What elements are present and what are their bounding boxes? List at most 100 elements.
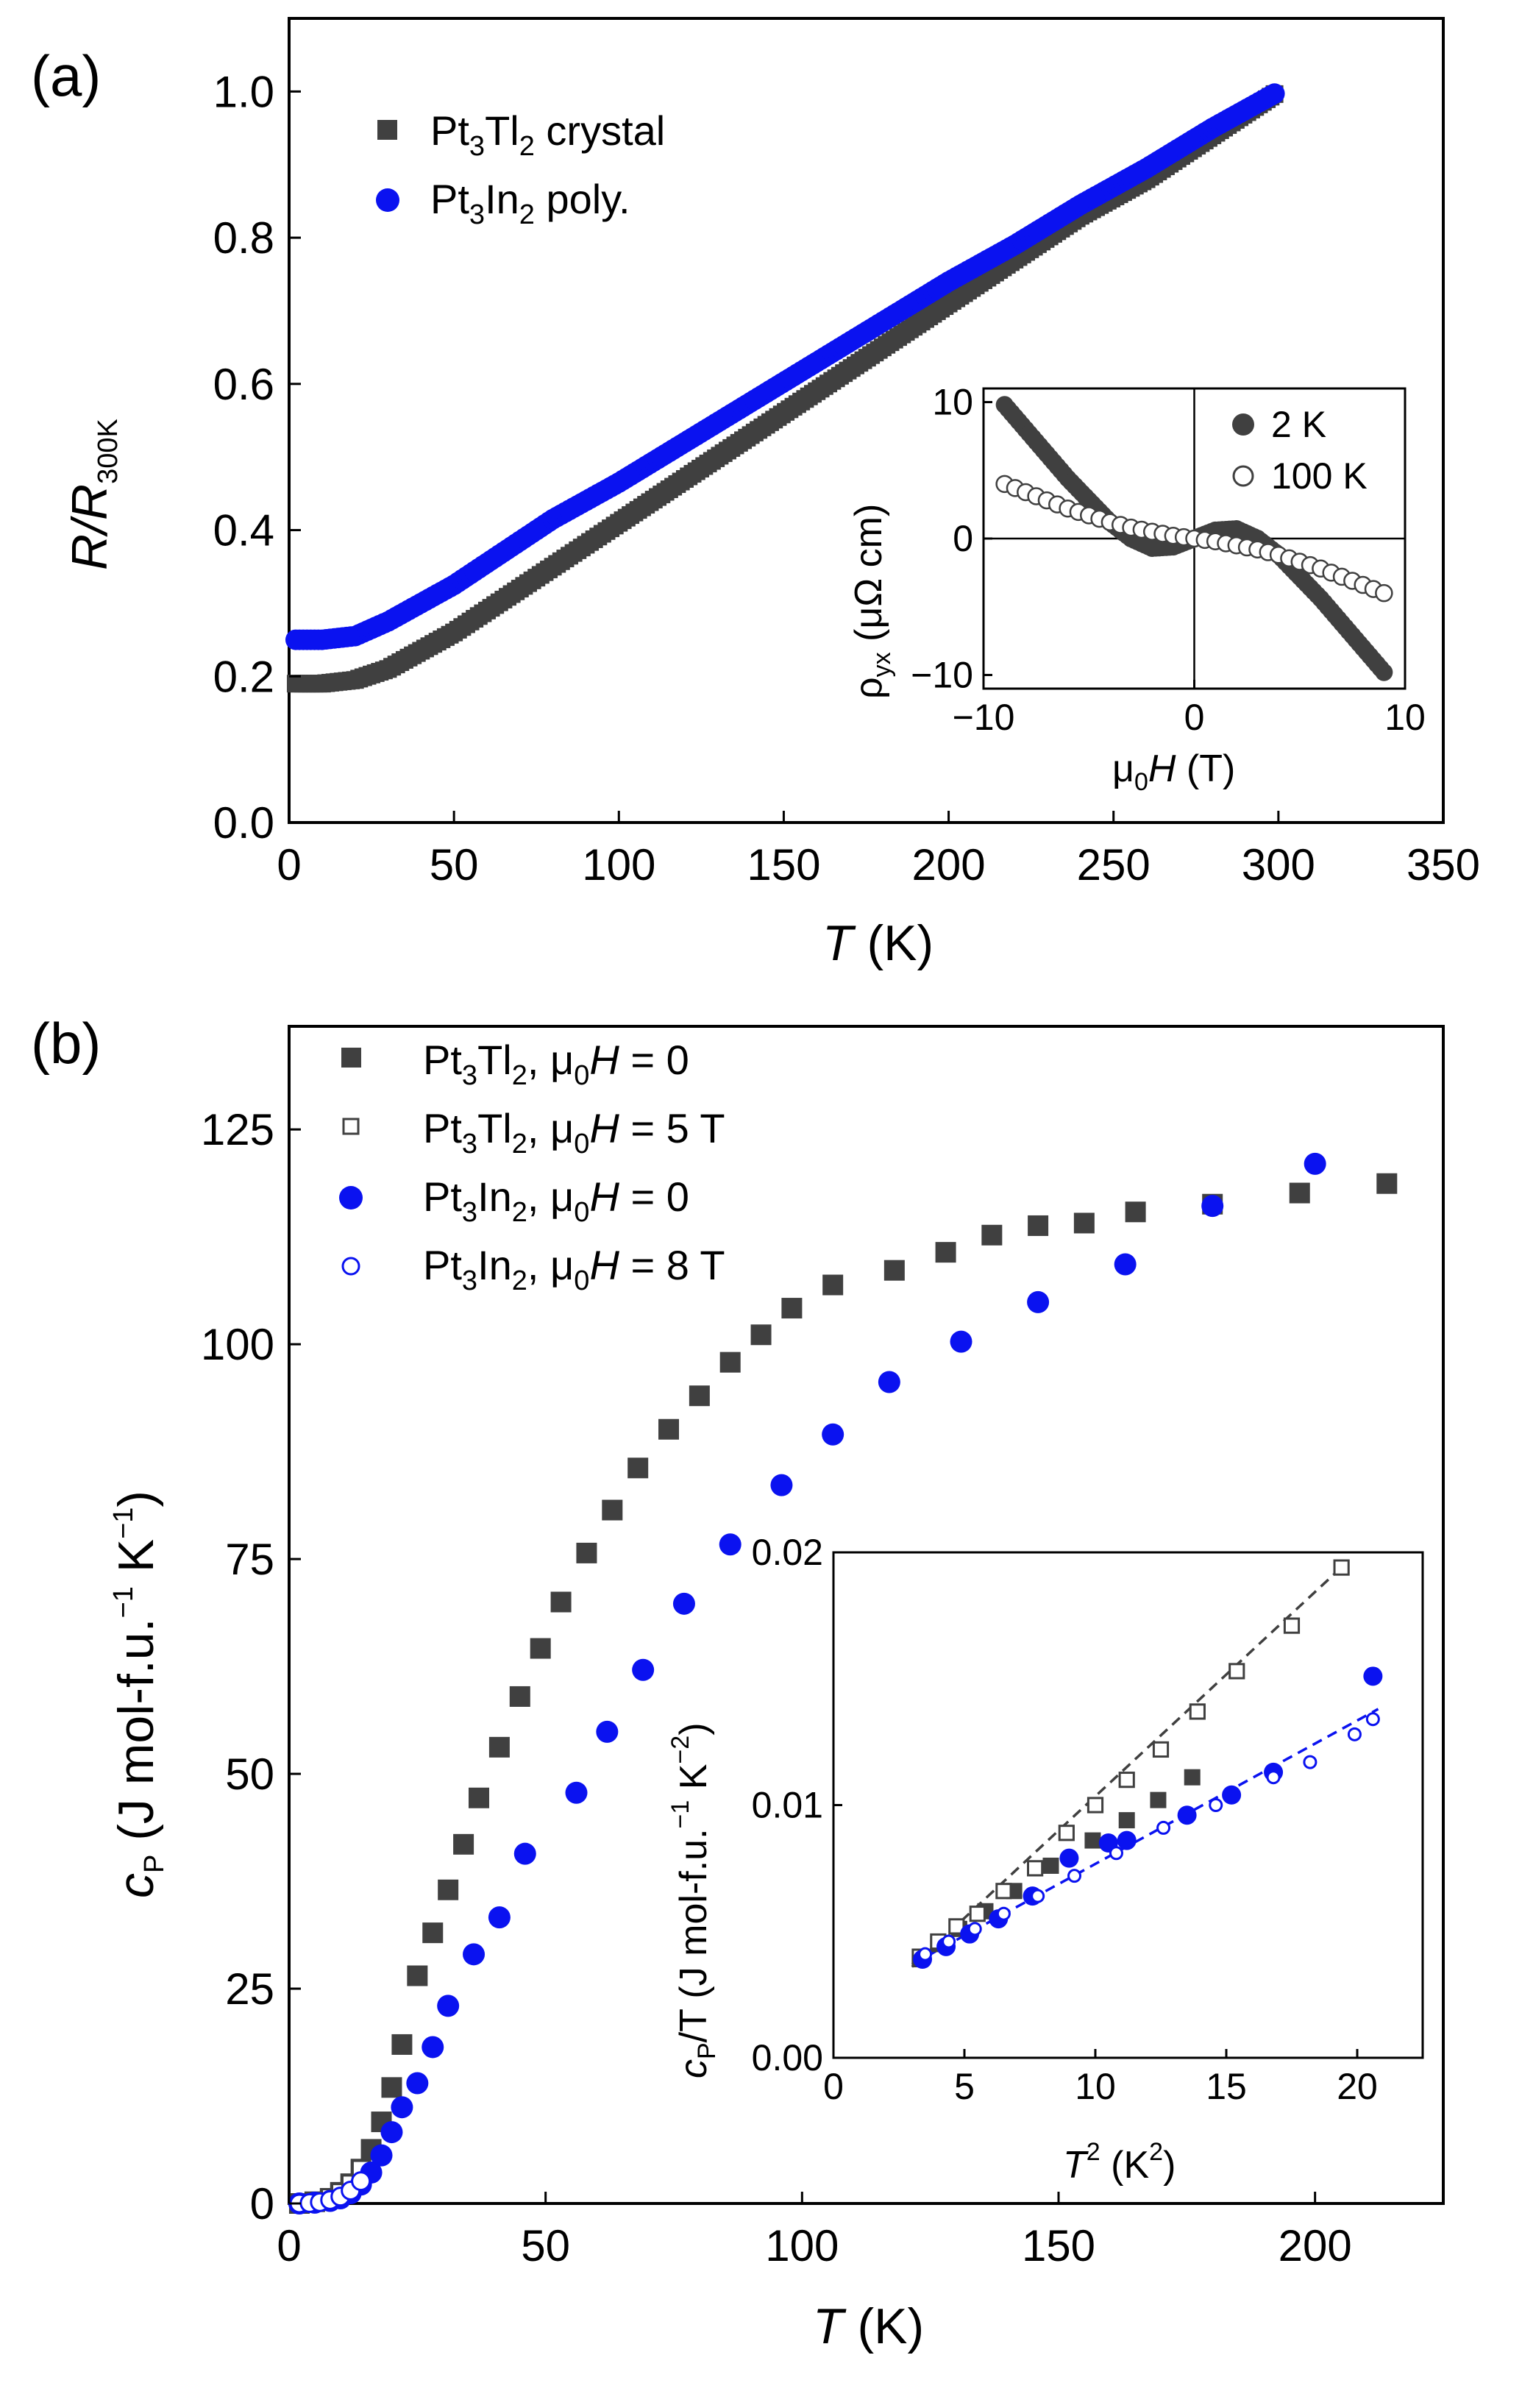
data-point-s3-11	[1347, 1727, 1362, 1741]
data-point-s2-19	[672, 1592, 695, 1615]
data-point-s1-9	[1152, 1741, 1170, 1758]
panel-b-xtick-label: 200	[1279, 2221, 1352, 2270]
panel-b-ytick-label: 100	[201, 1320, 274, 1369]
inset-point-100k	[1375, 583, 1393, 603]
panel-a-ytick-label: 0.4	[213, 506, 274, 555]
panel-b-inset-ticks: 0 5 10 15 20 0.00 0.01 0.02	[752, 1532, 1378, 2107]
data-point-s0-33	[1125, 1201, 1146, 1223]
panel-a-xlabel-var: T	[822, 915, 856, 971]
data-point-s2-15	[513, 1842, 536, 1865]
panel-a-inset-ytick-label: 10	[932, 382, 973, 423]
inset-legend-marker-100k	[1232, 465, 1254, 487]
panel-a-xtick-label: 150	[747, 840, 820, 889]
legend-marker-circle-filled	[376, 188, 399, 212]
panel-a-inset-xlabel: μ0H (T)	[1112, 747, 1235, 796]
data-point-s2-8	[380, 2121, 403, 2144]
panel-b-inset-markers	[911, 1559, 1383, 1970]
data-point-s0-14	[469, 1787, 490, 1808]
panel-a-inset: −10 0 10 −10 0 10 ρyx (μΩ cm) μ0H (T) 2 K 100…	[847, 382, 1426, 796]
data-point-s2-12	[437, 1995, 460, 2017]
data-point-s0-32	[1073, 1212, 1095, 1234]
data-point-s0-27	[822, 1274, 844, 1296]
panel-a-xtick-label: 50	[430, 840, 479, 889]
data-point-s0-17	[530, 1638, 551, 1659]
panel-a-inset-markers	[984, 388, 1405, 689]
data-point-s3-1	[942, 1934, 956, 1949]
panel-b-inset-xtick-label: 15	[1206, 2066, 1247, 2107]
panel-b-ylabel: cP (J mol-f.u.−1 K−1)	[108, 1491, 170, 1898]
panel-b-inset-xtick-label: 20	[1337, 2066, 1378, 2107]
data-point-s2-23	[878, 1371, 900, 1393]
data-point-s1-4	[995, 1883, 1012, 1900]
inset-legend-marker-2k	[1232, 413, 1254, 436]
panel-a-ytick-label: 0.6	[213, 360, 274, 409]
data-point-s2-28	[1304, 1152, 1326, 1175]
data-point-s2-20	[719, 1533, 742, 1556]
data-point-s0-8	[381, 2077, 402, 2098]
data-point-s3-10	[1303, 1755, 1317, 1769]
data-point-s0-7	[1118, 1812, 1135, 1829]
legend-entry-pt3in2-poly: Pt3In2 poly.	[430, 176, 630, 230]
trace-point-s1	[1264, 83, 1285, 104]
panel-b-ytick-label: 75	[225, 1535, 274, 1584]
data-point-s0-11	[422, 1922, 444, 1944]
data-point-s3-6	[1109, 1846, 1123, 1861]
panel-a-xlabel-unit: (K)	[853, 915, 934, 971]
panel-b-inset-ytick-label: 0.01	[752, 1785, 823, 1826]
data-point-s0-10	[407, 1965, 428, 1986]
data-point-s0-6	[1084, 1832, 1101, 1849]
data-point-s2-9	[391, 2096, 413, 2119]
inset-legend-2k: 2 K	[1271, 404, 1326, 445]
panel-a-inset-ytick-label: 0	[953, 518, 973, 559]
panel-b-inset-xtick-label: 10	[1075, 2066, 1116, 2107]
data-point-s0-30	[981, 1224, 1003, 1246]
data-point-s3-9	[1266, 1770, 1281, 1785]
data-point-s2-27	[1201, 1195, 1224, 1218]
panel-b-xtick-label: 0	[277, 2221, 301, 2270]
data-point-s1-6	[1058, 1825, 1075, 1841]
data-point-s1-2	[948, 1918, 965, 1935]
panel-a-label: (a)	[31, 43, 101, 108]
panel-a-inset-xtick-label: −10	[953, 697, 1015, 738]
data-point-s2-8	[1177, 1805, 1197, 1825]
data-point-s0-29	[935, 1242, 956, 1263]
legend-marker-circle-filled	[339, 1186, 363, 1210]
legend-entry-pt3in2-8t: Pt3In2, μ0H = 8 T	[423, 1242, 725, 1296]
data-point-s0-5	[1042, 1857, 1059, 1874]
data-point-s3-7	[1156, 1820, 1171, 1835]
data-point-s2-21	[770, 1474, 793, 1496]
panel-b-ytick-label: 25	[225, 1964, 274, 2014]
legend-marker-square-filled	[377, 120, 397, 140]
panel-a-ytick-label: 1.0	[213, 67, 274, 116]
panel-b-legend: Pt3Tl2, μ0H = 0 Pt3Tl2, μ0H = 5 T Pt3In2…	[339, 1037, 725, 1296]
panel-a-markers	[285, 83, 1285, 693]
panel-a-xtick-label: 200	[912, 840, 986, 889]
data-point-s3-6	[351, 2171, 371, 2192]
legend-entry-pt3tl2-0t: Pt3Tl2, μ0H = 0	[423, 1037, 689, 1091]
legend-marker-circle-open	[341, 1257, 360, 1276]
data-point-s0-26	[781, 1298, 803, 1319]
inset-trace-2k	[1375, 663, 1393, 681]
panel-b-inset: 0 5 10 15 20 0.00 0.01 0.02 cP/T (J mol-f.u.−1 …	[666, 1532, 1424, 2187]
panel-b-inset-xtick-label: 5	[954, 2066, 975, 2107]
panel-b-xtick-label: 50	[521, 2221, 570, 2270]
data-point-s2-14	[488, 1906, 511, 1929]
data-point-s2-9	[1222, 1785, 1242, 1805]
panel-a-ylabel-main: R/R	[62, 484, 118, 570]
inset-legend-100k: 100 K	[1271, 455, 1368, 497]
data-point-s3-8	[1209, 1798, 1223, 1812]
panel-a-frame	[288, 17, 1445, 824]
panel-a-inset-ticks: −10 0 10 −10 0 10	[911, 382, 1426, 738]
panel-b-inset-frame	[832, 1551, 1424, 2059]
data-point-s1-11	[1228, 1663, 1245, 1680]
data-point-s3-5	[1067, 1869, 1082, 1883]
panel-b-inset-ytick-label: 0.00	[752, 2037, 823, 2078]
data-point-s2-26	[1114, 1253, 1137, 1276]
data-point-s0-15	[488, 1736, 510, 1758]
data-point-s3-12	[1365, 1712, 1380, 1727]
data-point-s3-2	[967, 1922, 982, 1936]
data-point-s3-0	[918, 1947, 933, 1961]
data-point-s0-18	[550, 1591, 572, 1613]
